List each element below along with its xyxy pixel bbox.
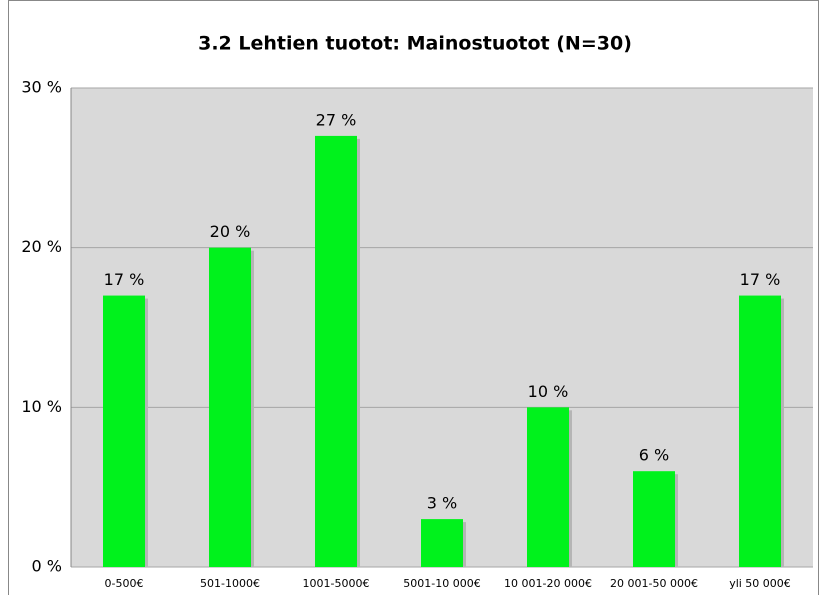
x-tick-label: 1001-5000€ bbox=[303, 577, 370, 590]
bar bbox=[633, 471, 675, 567]
bar bbox=[209, 247, 251, 567]
x-tick-label: 5001-10 000€ bbox=[403, 577, 480, 590]
chart-title: 3.2 Lehtien tuotot: Mainostuotot (N=30) bbox=[198, 33, 632, 55]
x-tick-label: 0-500€ bbox=[105, 577, 144, 590]
data-label: 27 % bbox=[316, 110, 357, 129]
bar bbox=[421, 519, 463, 567]
bar bbox=[103, 295, 145, 567]
y-tick-label: 0 % bbox=[32, 557, 62, 576]
data-label: 10 % bbox=[528, 382, 569, 401]
plot-area bbox=[71, 88, 813, 567]
data-label: 20 % bbox=[210, 222, 251, 241]
x-tick-label: 10 001-20 000€ bbox=[504, 577, 592, 590]
data-label: 3 % bbox=[427, 494, 457, 513]
data-label: 17 % bbox=[104, 270, 145, 289]
x-tick-label: 501-1000€ bbox=[200, 577, 260, 590]
x-tick-label: yli 50 000€ bbox=[729, 577, 791, 590]
bar bbox=[739, 295, 781, 567]
y-tick-label: 30 % bbox=[21, 78, 62, 97]
x-tick-label: 20 001-50 000€ bbox=[610, 577, 698, 590]
y-tick-label: 20 % bbox=[21, 237, 62, 256]
data-label: 6 % bbox=[639, 446, 669, 465]
data-label: 17 % bbox=[740, 270, 781, 289]
bar bbox=[527, 407, 569, 567]
bar bbox=[315, 135, 357, 567]
y-tick-label: 10 % bbox=[21, 397, 62, 416]
